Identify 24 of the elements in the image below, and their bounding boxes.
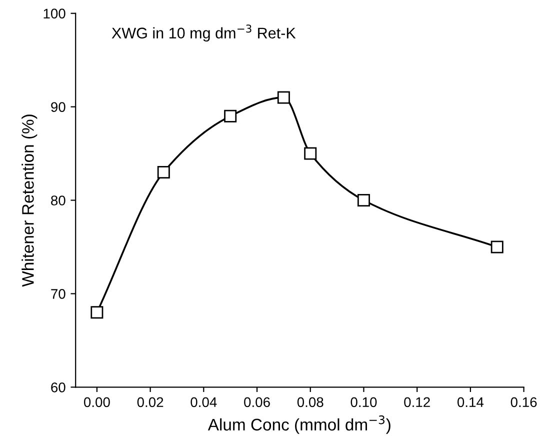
x-tick-label: 0.06 bbox=[244, 397, 270, 408]
point bbox=[490, 240, 504, 254]
y-tick-label: 60 bbox=[51, 382, 66, 392]
x-tick-label: 0.12 bbox=[404, 397, 430, 408]
y-axis-title: Whitener Retention (%) bbox=[22, 114, 38, 287]
point bbox=[224, 110, 237, 122]
x-tick-label: 0.14 bbox=[457, 397, 484, 408]
point bbox=[304, 147, 317, 160]
y-tick-label: 100 bbox=[44, 8, 66, 19]
x-tick-label: 0.16 bbox=[510, 397, 537, 408]
point bbox=[157, 166, 170, 178]
y-tick-label: 70 bbox=[51, 289, 66, 299]
x-tick-label: 0.00 bbox=[84, 397, 110, 408]
x-tick-label: 0.02 bbox=[137, 397, 164, 408]
x-tick-label: 0.08 bbox=[297, 397, 324, 408]
annotation: XWG in 10 mg dm$^{−3}$ Ret-K bbox=[112, 24, 296, 42]
point bbox=[277, 91, 290, 104]
point bbox=[90, 306, 104, 319]
x-tick-label: 0.10 bbox=[350, 397, 377, 408]
x-axis-title: Alum Conc (mmol dm$^{−3}$) bbox=[208, 415, 390, 434]
point bbox=[357, 194, 370, 206]
x-tick-label: 0.04 bbox=[190, 397, 217, 408]
y-tick-label: 90 bbox=[51, 102, 66, 112]
y-tick-label: 80 bbox=[51, 196, 66, 206]
